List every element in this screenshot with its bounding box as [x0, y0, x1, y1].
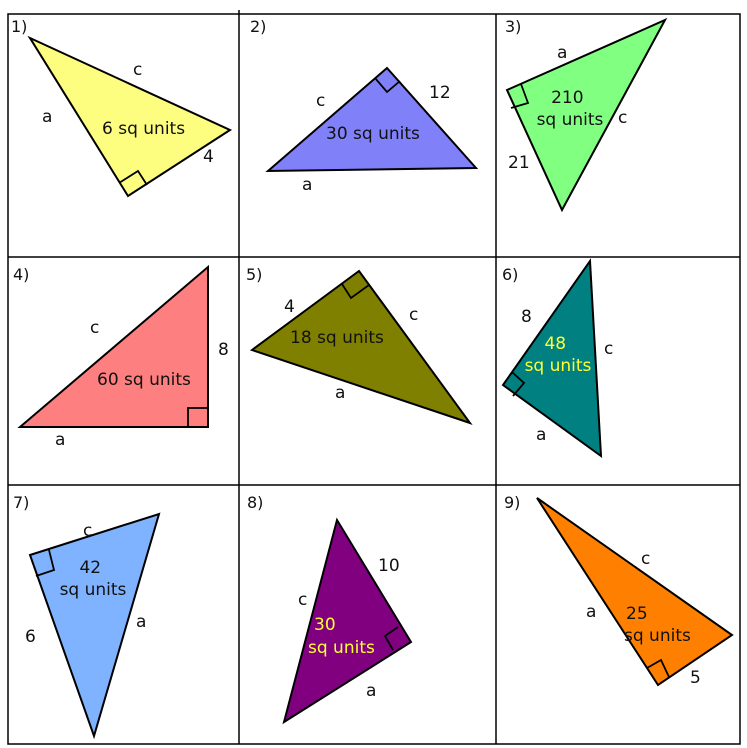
- right-angle-marker: [383, 626, 399, 651]
- triangle: [28, 512, 161, 740]
- side-label-a: a: [366, 681, 376, 701]
- problem-number: 9): [504, 493, 520, 512]
- area-label: 48 sq units: [525, 334, 592, 376]
- right-angle-marker: [341, 283, 370, 300]
- side-label-a: a: [42, 107, 52, 127]
- problem-number: 4): [13, 265, 29, 284]
- triangle: [505, 17, 668, 213]
- right-angle-marker: [118, 169, 148, 186]
- side-label-leg: 8: [218, 340, 229, 360]
- side-label-leg: 12: [429, 83, 451, 103]
- problem-3: 3) a c 21 210 sq units: [505, 17, 668, 213]
- problem-number: 7): [13, 493, 29, 512]
- area-label: 18 sq units: [290, 328, 384, 348]
- side-label-c: c: [316, 91, 325, 111]
- area-label: 30 sq units: [326, 124, 420, 144]
- area-label: 210 sq units: [537, 88, 604, 130]
- problem-number: 1): [11, 17, 27, 36]
- side-label-c: c: [133, 60, 142, 80]
- problem-7: 7) c a 6 42 sq units: [13, 493, 161, 740]
- triangle: [536, 497, 734, 687]
- side-label-a: a: [136, 612, 146, 632]
- side-label-leg: 21: [508, 153, 530, 173]
- problem-4: 4) c 8 a 60 sq units: [13, 264, 229, 450]
- side-label-a: a: [302, 175, 312, 195]
- problem-5: 5) 4 c a 18 sq units: [246, 265, 473, 425]
- side-label-a: a: [55, 430, 65, 450]
- triangle: [282, 517, 413, 725]
- right-angle-marker: [646, 658, 670, 678]
- problem-6: 6) 8 c a 48 sq units: [501, 258, 613, 459]
- right-angle-marker: [511, 371, 526, 397]
- right-angle-marker: [510, 83, 530, 109]
- problem-1: 1) c a 4 6 sq units: [11, 17, 233, 198]
- problem-number: 2): [250, 17, 266, 36]
- problem-8: 8) 10 c a 30 sq units: [247, 493, 413, 725]
- side-label-a: a: [586, 602, 596, 622]
- triangle: [17, 264, 209, 428]
- side-label-leg: 10: [378, 556, 400, 576]
- problem-number: 5): [246, 265, 262, 284]
- area-label: 42 sq units: [60, 558, 127, 600]
- side-label-leg: 4: [284, 297, 295, 317]
- right-angle-marker: [374, 77, 401, 94]
- triangle: [501, 258, 603, 459]
- problem-number: 6): [502, 265, 518, 284]
- side-label-c: c: [298, 590, 307, 610]
- problem-number: 3): [505, 17, 521, 36]
- grid-lines: [7, 10, 741, 745]
- triangle: [265, 66, 479, 173]
- side-label-c: c: [409, 305, 418, 325]
- side-label-leg: 4: [203, 147, 214, 167]
- side-label-leg: 6: [25, 627, 36, 647]
- side-label-c: c: [90, 318, 99, 338]
- area-label: 6 sq units: [102, 119, 185, 139]
- area-label: 60 sq units: [97, 370, 191, 390]
- problem-number: 8): [247, 493, 263, 512]
- side-label-c: c: [83, 521, 92, 541]
- triangle: [27, 35, 233, 198]
- problem-9: 9) c a 5 25 sq units: [504, 493, 734, 688]
- right-angle-marker: [35, 549, 56, 577]
- side-label-a: a: [335, 383, 345, 403]
- side-label-a: a: [557, 43, 567, 63]
- side-label-c: c: [604, 339, 613, 359]
- right-angle-marker: [187, 407, 208, 427]
- area-label: 25 sq units: [624, 604, 691, 646]
- side-label-leg: 5: [690, 668, 701, 688]
- side-label-leg: 8: [521, 307, 532, 327]
- side-label-c: c: [618, 108, 627, 128]
- area-label: 30 sq units: [308, 615, 375, 658]
- problem-2: 2) c 12 a 30 sq units: [250, 17, 479, 195]
- triangle: [249, 269, 473, 425]
- side-label-c: c: [641, 549, 650, 569]
- side-label-a: a: [536, 425, 546, 445]
